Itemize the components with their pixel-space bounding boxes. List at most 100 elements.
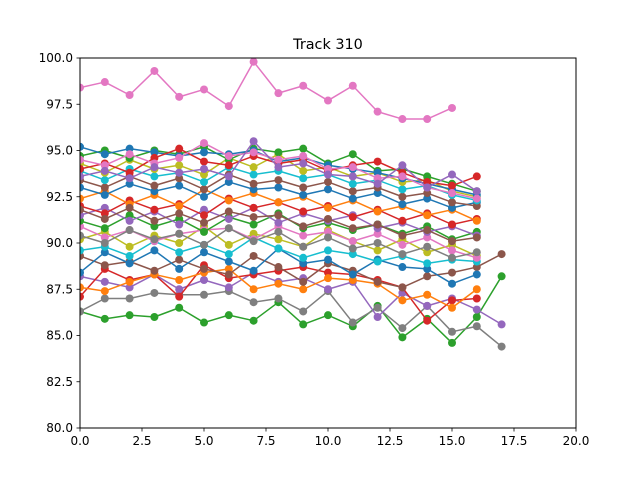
data-point [200,218,208,227]
x-tick-label: 10.0 [315,434,342,448]
data-point [274,218,283,227]
data-point [80,83,84,92]
data-point [125,174,134,183]
data-point [398,200,407,209]
data-point [472,263,481,272]
data-point [80,165,84,173]
data-point [497,342,506,351]
data-point [373,239,382,247]
data-point [324,177,332,186]
data-point [150,266,159,275]
data-point [249,237,258,246]
data-point [200,318,208,327]
data-point [200,205,208,214]
series-line [80,271,502,326]
data-point [224,161,233,170]
data-point [200,192,208,201]
data-point [324,185,332,194]
data-point [100,203,109,212]
series-10 [80,222,481,260]
data-point [200,170,208,179]
series-23 [80,139,481,203]
data-point [200,240,208,249]
data-point [274,294,283,303]
data-point [175,264,184,273]
data-point [175,255,184,264]
data-point [448,327,456,336]
data-point [472,294,481,303]
data-point [423,272,432,281]
data-point [80,194,84,203]
data-point [423,211,432,220]
data-point [348,237,357,246]
x-tick-label: 15.0 [439,434,466,448]
data-point [249,220,258,229]
data-point [249,148,258,157]
data-point [324,311,332,320]
data-point [398,283,407,292]
data-point [80,268,84,277]
data-point [398,240,407,249]
data-point [299,231,308,240]
data-point [299,183,308,192]
data-point [373,168,382,177]
data-point [324,274,332,283]
data-point [274,148,283,157]
data-point [150,163,159,172]
data-point [423,301,432,310]
data-point [472,253,481,262]
data-point [423,189,432,198]
data-point [249,316,258,325]
data-point [175,153,184,162]
y-tick-label: 82.5 [46,375,73,389]
data-point [249,251,258,260]
series-line [80,253,502,289]
series-26 [80,203,481,246]
data-point [100,150,109,159]
y-tick-label: 90.0 [46,236,73,250]
data-point [200,165,208,173]
data-point [398,161,407,170]
data-point [249,203,258,212]
data-point [274,176,283,185]
data-point [100,314,109,323]
data-point [100,277,109,286]
data-point [324,285,332,294]
data-point [423,172,432,181]
data-point [398,324,407,333]
data-point [224,250,233,259]
series-line [80,60,453,120]
data-point [348,150,357,159]
data-point [274,163,283,172]
data-point [324,170,332,179]
data-point [125,251,134,260]
data-point [150,187,159,196]
data-point [100,176,109,185]
data-point [398,333,407,342]
data-point [448,338,456,347]
data-point [224,257,233,266]
data-point [175,229,184,238]
data-point [150,172,159,181]
data-point [299,159,308,168]
data-point [249,213,258,222]
data-point [224,264,233,273]
data-point [472,202,481,210]
data-point [299,174,308,183]
data-point [200,148,208,157]
data-point [497,320,506,329]
data-point [175,202,184,210]
data-point [472,172,481,181]
data-point [100,78,109,87]
data-point [249,298,258,307]
data-point [423,183,432,192]
data-point [100,294,109,303]
series-line [80,290,503,348]
data-point [274,198,283,207]
data-point [175,168,184,177]
data-point [497,250,506,259]
data-point [472,216,481,225]
data-point [324,96,332,105]
data-point [398,250,407,259]
data-point [423,264,432,273]
